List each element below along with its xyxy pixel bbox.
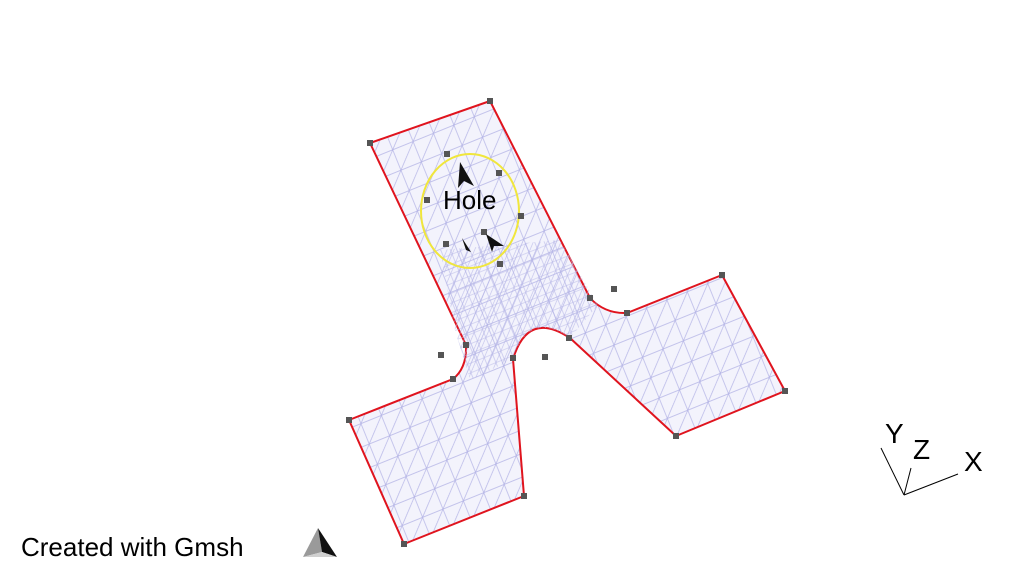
- credit-text: Created with Gmsh: [21, 532, 244, 562]
- geometry-points: [346, 98, 788, 547]
- geometry-point[interactable]: [673, 433, 679, 439]
- axis-x-label: X: [964, 446, 983, 477]
- geometry-point[interactable]: [444, 151, 450, 157]
- normal-arrow: [486, 234, 504, 252]
- surface-normal-arrow-icon: [458, 162, 504, 252]
- hole-label: Hole: [443, 185, 497, 215]
- geometry-point[interactable]: [424, 197, 430, 203]
- x-axis-line: [903, 473, 959, 496]
- axes-triad: [880, 447, 959, 496]
- refined-mesh-region: [440, 240, 598, 380]
- geometry-point[interactable]: [497, 261, 503, 267]
- normal-arrow: [458, 162, 474, 188]
- geometry-point[interactable]: [346, 417, 352, 423]
- z-axis-line: [903, 467, 912, 496]
- geometry-point[interactable]: [481, 229, 487, 235]
- geometry-point[interactable]: [367, 140, 373, 146]
- geometry-point[interactable]: [521, 493, 527, 499]
- geometry-point[interactable]: [450, 376, 456, 382]
- geometry-point[interactable]: [496, 170, 502, 176]
- geometry-point[interactable]: [624, 310, 630, 316]
- geometry-point[interactable]: [542, 354, 548, 360]
- y-axis-line: [880, 447, 905, 496]
- hole-boundary[interactable]: [420, 153, 520, 269]
- geometry-point[interactable]: [719, 272, 725, 278]
- geometry-point[interactable]: [443, 241, 449, 247]
- normal-arrow: [462, 238, 471, 252]
- geometry-point[interactable]: [782, 388, 788, 394]
- geometry-point[interactable]: [587, 295, 593, 301]
- geometry-point[interactable]: [510, 355, 516, 361]
- geometry-point[interactable]: [611, 286, 617, 292]
- axis-z-label: Z: [913, 434, 931, 465]
- geometry-point[interactable]: [438, 352, 444, 358]
- axis-y-label: Y: [885, 418, 904, 449]
- geometry-point[interactable]: [566, 335, 572, 341]
- geometry-point[interactable]: [487, 98, 493, 104]
- geometry-point[interactable]: [518, 213, 524, 219]
- gmsh-logo-icon: [303, 528, 337, 557]
- geometry-point[interactable]: [463, 342, 469, 348]
- geometry-point[interactable]: [401, 541, 407, 547]
